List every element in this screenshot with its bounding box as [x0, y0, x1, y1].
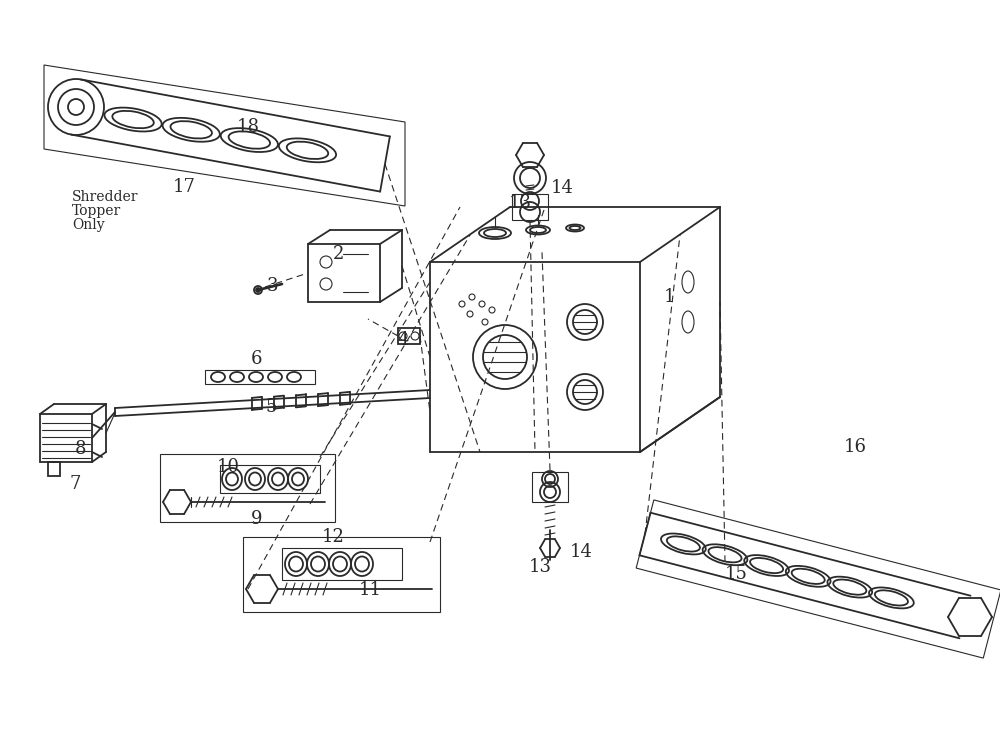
Text: 16: 16: [844, 438, 866, 456]
Bar: [40, 414, 92, 462]
Text: 10: 10: [216, 458, 240, 476]
Bar: [205, 370, 315, 384]
Text: 8: 8: [74, 440, 86, 458]
Text: Topper: Topper: [72, 204, 121, 218]
Text: 1: 1: [664, 288, 676, 306]
Text: Only: Only: [72, 218, 105, 232]
Text: 12: 12: [322, 528, 344, 546]
Text: 9: 9: [251, 510, 263, 528]
Bar: [532, 472, 568, 502]
Text: 3: 3: [266, 277, 278, 295]
Text: Shredder: Shredder: [72, 190, 138, 204]
Bar: [398, 328, 420, 344]
Text: 2: 2: [332, 245, 344, 263]
Text: 11: 11: [358, 581, 382, 599]
Bar: [512, 194, 548, 220]
Text: 15: 15: [725, 565, 747, 583]
Text: 7: 7: [69, 475, 81, 493]
Bar: [220, 465, 320, 493]
Text: 4: 4: [397, 331, 409, 349]
Text: 14: 14: [551, 179, 573, 197]
Text: 17: 17: [173, 178, 195, 196]
Text: 14: 14: [570, 543, 592, 561]
Bar: [48, 462, 60, 476]
Text: 5: 5: [265, 398, 277, 416]
Text: 18: 18: [237, 118, 260, 136]
Text: 13: 13: [528, 558, 552, 576]
Bar: [282, 548, 402, 580]
Text: 6: 6: [251, 350, 263, 368]
Text: 13: 13: [509, 194, 532, 212]
Bar: [308, 244, 380, 302]
Circle shape: [256, 288, 260, 292]
